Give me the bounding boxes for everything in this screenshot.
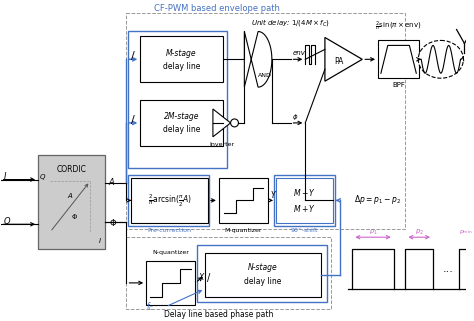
Text: Q: Q (40, 174, 46, 179)
Text: I: I (4, 172, 6, 181)
Bar (128, 30, 227, 168)
Text: 2M-stage: 2M-stage (164, 112, 199, 121)
Bar (276, 178, 333, 223)
Text: $M + Y$: $M + Y$ (293, 203, 316, 214)
Text: Delay line based phase path: Delay line based phase path (164, 310, 273, 319)
Bar (205, 253, 321, 297)
Text: $p_{\min}$: $p_{\min}$ (459, 228, 474, 236)
Text: $p_2$: $p_2$ (415, 228, 424, 237)
Polygon shape (213, 109, 230, 137)
Text: N-quantizer: N-quantizer (152, 250, 189, 255)
Bar (219, 178, 268, 223)
Text: delay line: delay line (163, 126, 200, 134)
Text: $\Phi$: $\Phi$ (109, 217, 117, 228)
Text: AND: AND (258, 73, 272, 78)
Text: Q: Q (4, 217, 10, 226)
Text: CORDIC: CORDIC (56, 165, 86, 174)
Bar (378, 40, 419, 78)
Text: X: X (198, 273, 203, 282)
Polygon shape (325, 38, 362, 81)
Text: $p_1$: $p_1$ (368, 228, 378, 237)
Bar (131, 178, 208, 223)
Text: A: A (67, 194, 72, 199)
Text: $\phi$: $\phi$ (292, 112, 299, 122)
Text: M-stage: M-stage (166, 49, 197, 58)
Bar (197, 245, 327, 302)
Text: /: / (131, 51, 135, 61)
Bar (274, 175, 335, 226)
Text: A: A (109, 178, 115, 187)
Text: Pre-correction: Pre-correction (148, 228, 191, 233)
Polygon shape (245, 31, 272, 87)
Bar (127, 13, 405, 229)
Text: $\Phi$: $\Phi$ (71, 212, 78, 221)
Text: CF-PWM based envelope path: CF-PWM based envelope path (154, 4, 280, 13)
Text: env: env (292, 50, 305, 56)
Ellipse shape (418, 40, 464, 78)
Text: I: I (99, 238, 101, 244)
Text: $\frac{2}{\pi}\arcsin(\frac{\pi}{2}A)$: $\frac{2}{\pi}\arcsin(\frac{\pi}{2}A)$ (147, 192, 192, 209)
Text: $M - Y$: $M - Y$ (293, 187, 316, 198)
Bar (38, 155, 105, 249)
Bar (128, 175, 209, 226)
Text: $\Delta p = p_1 - p_2$: $\Delta p = p_1 - p_2$ (355, 193, 401, 206)
Bar (146, 261, 195, 305)
Text: M-quantizer: M-quantizer (225, 228, 262, 233)
Text: Inverter: Inverter (209, 142, 234, 147)
Text: ...: ... (443, 264, 454, 274)
Text: $f_C$: $f_C$ (146, 300, 155, 313)
Bar (140, 100, 223, 146)
Text: /: / (207, 273, 210, 283)
Text: Unit delay: $1/(4M \times f_C)$: Unit delay: $1/(4M \times f_C)$ (251, 17, 330, 28)
Text: BPF: BPF (392, 82, 405, 88)
Text: $\frac{2}{\pi}\sin(\pi \times \mathrm{env})$: $\frac{2}{\pi}\sin(\pi \times \mathrm{en… (375, 20, 422, 33)
Bar (140, 37, 223, 82)
Bar (127, 237, 331, 309)
Text: delay line: delay line (163, 62, 200, 71)
Text: delay line: delay line (244, 277, 282, 286)
Text: /: / (131, 115, 135, 125)
Text: $90°$-shift: $90°$-shift (290, 226, 319, 234)
Text: PA: PA (334, 57, 343, 66)
Text: N-stage: N-stage (248, 264, 278, 273)
Text: Y: Y (271, 191, 275, 200)
